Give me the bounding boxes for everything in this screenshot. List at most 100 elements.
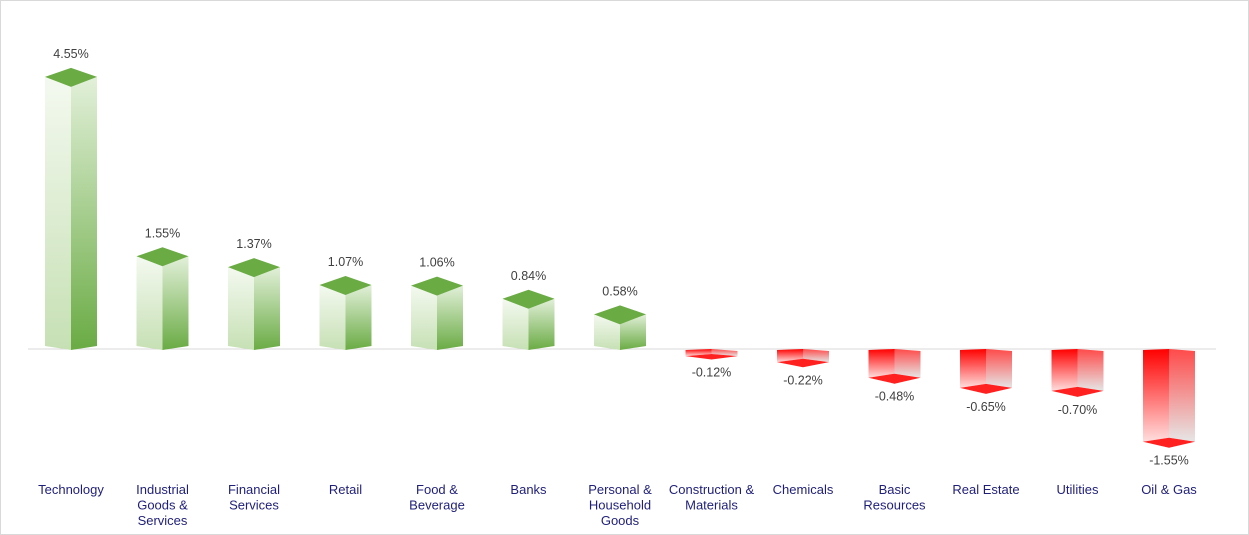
- bar-group: -0.70% Utilities: [1051, 349, 1104, 497]
- category-label: Construction & Materials: [669, 482, 755, 513]
- category-label-line: Resources: [863, 498, 926, 513]
- data-label: -1.55%: [1149, 454, 1189, 468]
- category-label-line: Services: [229, 498, 279, 513]
- bar-right-face: [620, 314, 646, 350]
- category-label: Industrial Goods & Services: [136, 482, 189, 528]
- category-label: Real Estate: [952, 482, 1019, 497]
- bar-right-face: [345, 285, 372, 350]
- bar-right-face: [528, 298, 555, 350]
- bar-left-face: [228, 267, 254, 350]
- bar-group: 1.07% Retail: [319, 255, 372, 497]
- bar-left-face: [136, 256, 163, 350]
- bar-left-face: [411, 285, 437, 350]
- bar-group: 4.55% Technology: [38, 47, 104, 497]
- bar-right-face: [1169, 349, 1195, 442]
- category-label-line: Banks: [510, 482, 547, 497]
- bar-top-face: [411, 276, 463, 296]
- data-label: -0.22%: [783, 373, 823, 387]
- bar-group: 1.06% Food & Beverage: [409, 256, 465, 513]
- bar-left-face: [319, 285, 346, 350]
- bar-bottom-face: [685, 353, 738, 360]
- bar-right-face: [437, 285, 463, 350]
- category-label: Technology: [38, 482, 104, 497]
- category-label-line: Food &: [416, 482, 458, 497]
- bar-group: 0.84% Banks: [502, 269, 555, 497]
- bar-right-face: [894, 349, 921, 378]
- category-label-line: Real Estate: [952, 482, 1019, 497]
- bar-left-face: [45, 76, 71, 350]
- bar-right-face: [1077, 349, 1104, 391]
- bar-left-face: [1051, 349, 1078, 391]
- bar-right-face: [254, 267, 280, 350]
- category-label: Utilities: [1057, 482, 1099, 497]
- bar-left-face: [868, 349, 895, 378]
- data-label: -0.65%: [966, 400, 1006, 414]
- data-label: 0.84%: [511, 269, 546, 283]
- bar-group: 1.55% Industrial Goods & Services: [136, 226, 189, 528]
- category-label-line: Technology: [38, 482, 104, 497]
- bar-left-face: [777, 349, 803, 363]
- bar-right-face: [711, 349, 738, 357]
- bar-right-face: [71, 76, 97, 350]
- category-label: Chemicals: [773, 482, 834, 497]
- bar-top-face: [594, 305, 646, 325]
- data-label: 1.37%: [236, 237, 271, 251]
- data-label: -0.12%: [692, 366, 732, 380]
- category-label: Retail: [329, 482, 362, 497]
- bar-group: -1.55% Oil & Gas: [1141, 349, 1197, 497]
- category-label-line: Financial: [228, 482, 280, 497]
- bar-group: -0.12% Construction & Materials: [669, 349, 755, 513]
- bar-bottom-face: [1051, 386, 1104, 397]
- category-label-line: Industrial: [136, 482, 189, 497]
- category-label: Financial Services: [228, 482, 280, 513]
- bar-top-face: [502, 289, 555, 309]
- category-label-line: Chemicals: [773, 482, 834, 497]
- bar-right-face: [803, 349, 829, 363]
- data-label: 0.58%: [602, 284, 637, 298]
- data-label: 1.07%: [328, 255, 363, 269]
- bar-left-face: [502, 298, 529, 350]
- category-label-line: Goods &: [137, 498, 188, 513]
- category-label: Basic Resources: [863, 482, 926, 513]
- category-label-line: Household: [589, 498, 651, 513]
- category-label-line: Goods: [601, 513, 640, 528]
- category-label-line: Beverage: [409, 498, 465, 513]
- category-label-line: Retail: [329, 482, 362, 497]
- category-label: Personal & Household Goods: [588, 482, 652, 528]
- bar-bottom-face: [960, 383, 1012, 394]
- bar-group: -0.65% Real Estate: [952, 349, 1020, 497]
- bar-bottom-face: [1143, 437, 1195, 448]
- bar-group: 1.37% Financial Services: [228, 237, 280, 512]
- bar-left-face: [1143, 349, 1169, 442]
- bar-group: -0.48% Basic Resources: [863, 349, 926, 513]
- category-label: Oil & Gas: [1141, 482, 1197, 497]
- data-label: 4.55%: [53, 47, 88, 61]
- category-label-line: Materials: [685, 498, 738, 513]
- bar-group: -0.22% Chemicals: [773, 349, 834, 497]
- bar-bottom-face: [868, 373, 921, 384]
- bar-top-face: [136, 247, 189, 267]
- bar-top-face: [228, 258, 280, 278]
- bar-left-face: [685, 349, 712, 357]
- bar-left-face: [594, 314, 620, 350]
- category-label-line: Personal &: [588, 482, 652, 497]
- category-label: Food & Beverage: [409, 482, 465, 513]
- category-label-line: Oil & Gas: [1141, 482, 1197, 497]
- category-label-line: Services: [138, 513, 188, 528]
- category-label: Banks: [510, 482, 547, 497]
- bar-top-face: [319, 276, 372, 296]
- category-label-line: Construction &: [669, 482, 755, 497]
- bar-right-face: [986, 349, 1012, 388]
- data-label: -0.70%: [1058, 403, 1098, 417]
- data-label: -0.48%: [875, 390, 915, 404]
- bar-top-face: [45, 67, 97, 87]
- bar-left-face: [960, 349, 986, 388]
- data-label: 1.06%: [419, 256, 454, 270]
- category-label-line: Utilities: [1057, 482, 1099, 497]
- category-label-line: Basic: [879, 482, 911, 497]
- bar-bottom-face: [777, 358, 829, 368]
- bar-right-face: [162, 256, 189, 350]
- bar-group: 0.58% Personal & Household Goods: [588, 284, 652, 528]
- data-label: 1.55%: [145, 226, 180, 240]
